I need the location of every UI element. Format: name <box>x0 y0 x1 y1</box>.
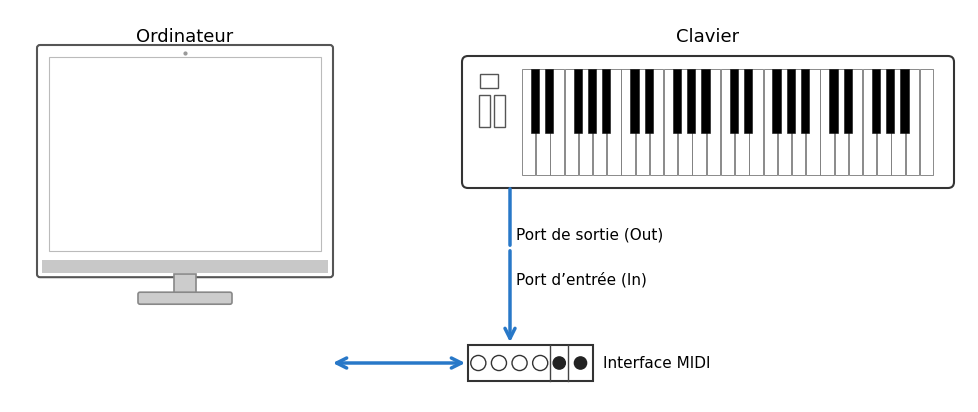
Bar <box>593 69 605 175</box>
Bar <box>843 69 851 133</box>
Bar <box>635 69 648 175</box>
Bar <box>833 69 847 175</box>
Bar <box>467 345 593 381</box>
Bar <box>862 69 875 175</box>
Bar <box>687 69 694 133</box>
Text: Clavier: Clavier <box>676 28 738 46</box>
Bar <box>42 260 328 273</box>
Bar <box>530 69 539 133</box>
Text: Interface MIDI: Interface MIDI <box>602 356 710 370</box>
Bar <box>772 69 779 133</box>
Bar <box>871 69 879 133</box>
Bar <box>791 69 805 175</box>
Bar <box>748 69 762 175</box>
Text: Ordinateur: Ordinateur <box>136 28 234 46</box>
Bar <box>663 69 677 175</box>
Bar <box>743 69 751 133</box>
Bar <box>820 69 833 175</box>
Bar <box>649 69 662 175</box>
Bar <box>900 69 908 133</box>
Bar <box>720 69 734 175</box>
Bar <box>644 69 652 133</box>
Bar <box>800 69 808 133</box>
Bar <box>763 69 777 175</box>
Bar <box>848 69 862 175</box>
Bar <box>550 69 563 175</box>
Bar <box>606 69 620 175</box>
Bar <box>706 69 720 175</box>
Bar <box>564 69 577 175</box>
Bar <box>890 69 904 175</box>
Bar <box>805 69 819 175</box>
Bar <box>885 69 894 133</box>
Circle shape <box>574 357 586 369</box>
Bar <box>49 57 321 251</box>
Bar <box>905 69 918 175</box>
Bar <box>174 274 196 294</box>
FancyBboxPatch shape <box>138 292 232 304</box>
Bar <box>573 69 581 133</box>
FancyBboxPatch shape <box>462 56 953 188</box>
Bar <box>876 69 890 175</box>
Bar <box>587 69 596 133</box>
Bar <box>730 69 737 133</box>
Bar <box>494 95 505 127</box>
Bar <box>919 69 932 175</box>
Bar <box>777 69 790 175</box>
Bar <box>700 69 709 133</box>
Bar <box>691 69 705 175</box>
Bar <box>601 69 609 133</box>
Bar <box>536 69 549 175</box>
FancyBboxPatch shape <box>37 45 333 277</box>
Bar <box>630 69 638 133</box>
Bar <box>479 74 498 88</box>
Bar <box>621 69 634 175</box>
Bar <box>734 69 748 175</box>
Bar <box>521 69 535 175</box>
Bar <box>828 69 837 133</box>
Bar <box>545 69 553 133</box>
Bar <box>478 95 490 127</box>
Text: Port d’entrée (In): Port d’entrée (In) <box>515 272 646 288</box>
Bar <box>678 69 691 175</box>
Bar <box>578 69 592 175</box>
Circle shape <box>553 357 564 369</box>
Bar <box>786 69 794 133</box>
Bar <box>672 69 681 133</box>
Text: Port de sortie (Out): Port de sortie (Out) <box>515 227 662 243</box>
